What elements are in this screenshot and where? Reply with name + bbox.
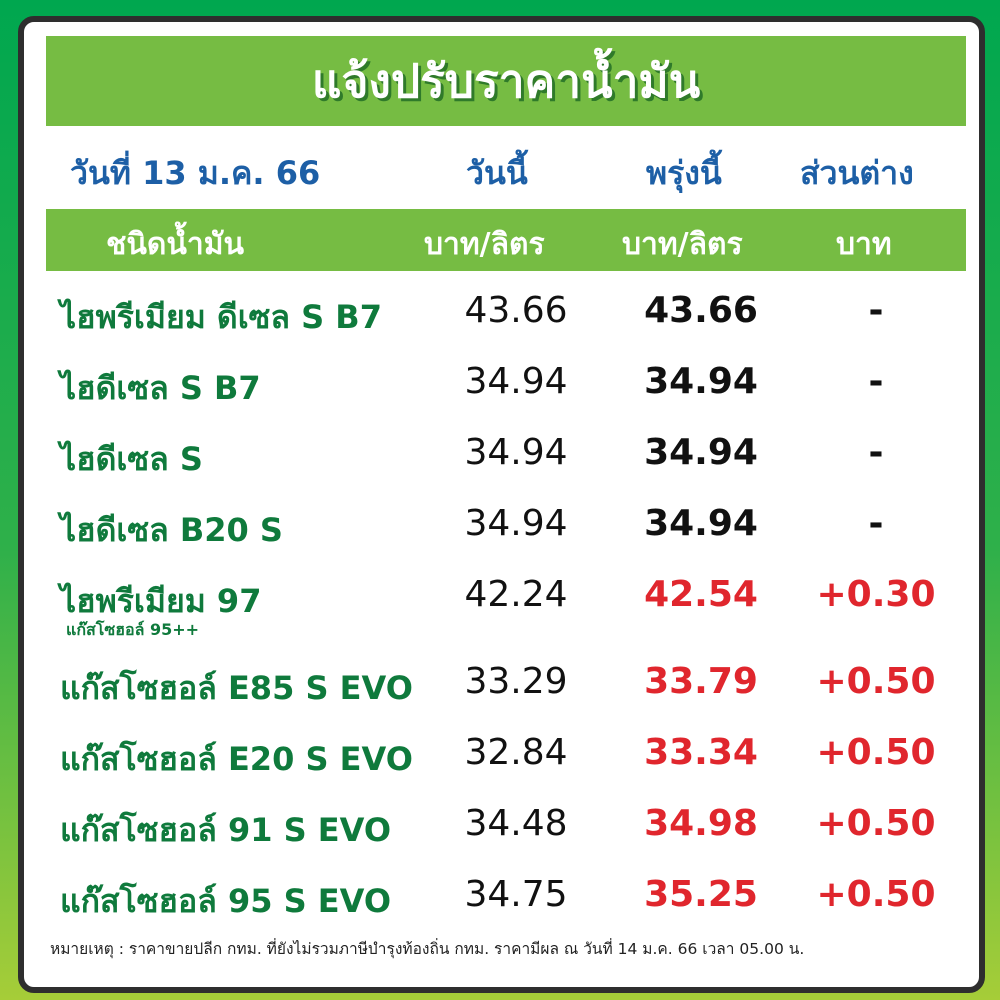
price-card: แจ้งปรับราคาน้ำมัน วันที่ 13 ม.ค. 66 วัน… bbox=[18, 16, 985, 993]
price-diff: +0.50 bbox=[816, 803, 936, 844]
price-diff: - bbox=[868, 290, 884, 331]
today-price: 34.94 bbox=[464, 503, 568, 544]
table-row: ไฮดีเซล B20 S 34.94 34.94 - bbox=[46, 491, 966, 562]
price-diff: +0.30 bbox=[816, 574, 936, 615]
tomorrow-price: 42.54 bbox=[644, 574, 758, 615]
table-row: ไฮดีเซล S 34.94 34.94 - bbox=[46, 420, 966, 491]
today-price: 43.66 bbox=[464, 290, 568, 331]
table-row: ไฮพรีเมียม ดีเซล S B7 43.66 43.66 - bbox=[46, 278, 966, 349]
table-row: แก๊สโซฮอล์ E85 S EVO 33.29 33.79 +0.50 bbox=[46, 649, 966, 720]
today-price: 33.29 bbox=[464, 661, 568, 702]
fuel-subname: แก๊สโซฮอล์ 95++ bbox=[66, 620, 200, 639]
tomorrow-price: 43.66 bbox=[644, 290, 758, 331]
title-bar: แจ้งปรับราคาน้ำมัน bbox=[46, 36, 966, 126]
type-header: ชนิดน้ำมัน bbox=[106, 227, 244, 262]
fuel-name: แก๊สโซฮอล์ 95 S EVO bbox=[60, 882, 392, 920]
footnote: หมายเหตุ : ราคาขายปลีก กทม. ที่ยังไม่รวม… bbox=[50, 940, 805, 958]
price-diff: +0.50 bbox=[816, 874, 936, 915]
column-header-row: วันที่ 13 ม.ค. 66 วันนี้ พรุ่งนี้ ส่วนต่… bbox=[46, 140, 966, 200]
price-diff: - bbox=[868, 361, 884, 402]
fuel-name: แก๊สโซฮอล์ E85 S EVO bbox=[60, 669, 413, 707]
tomorrow-price: 33.79 bbox=[644, 661, 758, 702]
date-label: วันที่ 13 ม.ค. 66 bbox=[70, 154, 321, 192]
table-row: ไฮดีเซล S B7 34.94 34.94 - bbox=[46, 349, 966, 420]
price-diff: - bbox=[868, 503, 884, 544]
fuel-name: ไฮดีเซล S B7 bbox=[60, 369, 261, 407]
tomorrow-price: 34.98 bbox=[644, 803, 758, 844]
price-diff: +0.50 bbox=[816, 732, 936, 773]
diff-header: ส่วนต่าง bbox=[800, 154, 914, 192]
today-price: 34.48 bbox=[464, 803, 568, 844]
today-price: 32.84 bbox=[464, 732, 568, 773]
today-header: วันนี้ bbox=[466, 154, 528, 192]
tomorrow-header: พรุ่งนี้ bbox=[646, 154, 722, 192]
today-price: 34.94 bbox=[464, 432, 568, 473]
fuel-name: ไฮพรีเมียม 97 bbox=[60, 582, 262, 620]
price-diff: - bbox=[868, 432, 884, 473]
fuel-name: แก๊สโซฮอล์ E20 S EVO bbox=[60, 740, 413, 778]
tomorrow-price: 34.94 bbox=[644, 361, 758, 402]
table-row: แก๊สโซฮอล์ E20 S EVO 32.84 33.34 +0.50 bbox=[46, 720, 966, 791]
diff-unit: บาท bbox=[836, 227, 892, 262]
today-unit: บาท/ลิตร bbox=[424, 227, 545, 262]
table-row: ไฮพรีเมียม 97 แก๊สโซฮอล์ 95++ 42.24 42.54 +0… bbox=[46, 562, 966, 649]
today-price: 42.24 bbox=[464, 574, 568, 615]
fuel-name: แก๊สโซฮอล์ 91 S EVO bbox=[60, 811, 392, 849]
unit-header-bar: ชนิดน้ำมัน บาท/ลิตร บาท/ลิตร บาท bbox=[46, 209, 966, 271]
today-price: 34.94 bbox=[464, 361, 568, 402]
tomorrow-price: 35.25 bbox=[644, 874, 758, 915]
tomorrow-unit: บาท/ลิตร bbox=[622, 227, 743, 262]
price-table: ไฮพรีเมียม ดีเซล S B7 43.66 43.66- ไฮดีเซล … bbox=[46, 278, 966, 933]
page-title: แจ้งปรับราคาน้ำมัน bbox=[311, 53, 701, 108]
fuel-name: ไฮดีเซล B20 S bbox=[60, 511, 283, 549]
tomorrow-price: 34.94 bbox=[644, 503, 758, 544]
tomorrow-price: 33.34 bbox=[644, 732, 758, 773]
today-price: 34.75 bbox=[464, 874, 568, 915]
price-diff: +0.50 bbox=[816, 661, 936, 702]
fuel-name: ไฮดีเซล S bbox=[60, 440, 203, 478]
tomorrow-price: 34.94 bbox=[644, 432, 758, 473]
table-row: แก๊สโซฮอล์ 91 S EVO 34.48 34.98 +0.50 bbox=[46, 791, 966, 862]
table-row: แก๊สโซฮอล์ 95 S EVO 34.75 35.25 +0.50 bbox=[46, 862, 966, 933]
fuel-name: ไฮพรีเมียม ดีเซล S B7 bbox=[60, 298, 382, 336]
